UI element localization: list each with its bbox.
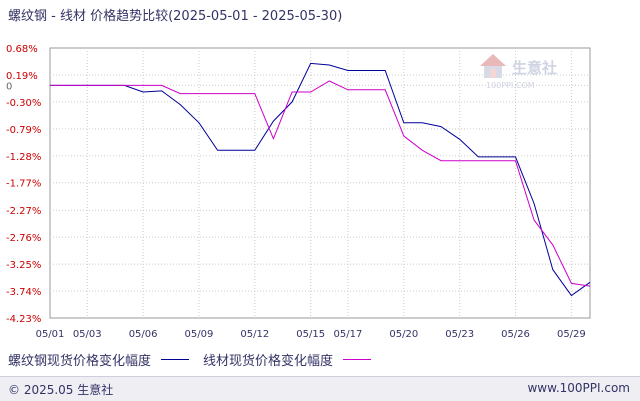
footer-site-link[interactable]: www.100PPI.com: [527, 381, 630, 395]
legend-swatch-wire: [343, 358, 372, 360]
y-tick-label: 0.68%: [6, 44, 38, 55]
y-tick-label: -4.23%: [6, 314, 41, 325]
legend: 螺纹钢现货价格变化幅度 线材现货价格变化幅度: [8, 349, 385, 369]
line-chart: 生意社 100PPI.COM 0.68% 0.19%0 -0.30% -0.79% -1…: [6, 44, 591, 340]
grid: [49, 47, 591, 319]
x-tick-label: 05/29: [557, 329, 586, 340]
series-lines: [50, 62, 591, 297]
y-tick-label: -0.30%: [6, 98, 41, 109]
watermark-brand: 生意社: [512, 59, 557, 77]
x-tick-label: 05/20: [389, 329, 418, 340]
legend-swatch-rebar: [161, 358, 190, 360]
y-tick-label: -1.28%: [6, 152, 41, 163]
legend-label-wire: 线材现货价格变化幅度: [203, 353, 334, 369]
footer-copyright: © 2025.05 生意社: [8, 383, 114, 397]
watermark-url: 100PPI.COM: [486, 81, 535, 90]
series-line-wire: [50, 80, 591, 287]
y-tick-label: -3.25%: [6, 260, 41, 271]
watermark-logo: 生意社 100PPI.COM: [480, 54, 557, 90]
x-tick-label: 05/26: [501, 329, 530, 340]
x-tick-label: 05/17: [334, 329, 363, 340]
y-tick-label: -1.77%: [6, 179, 41, 190]
x-tick-label: 05/01: [36, 329, 65, 340]
x-tick-label: 05/09: [185, 329, 214, 340]
y-tick-label: -2.27%: [6, 206, 41, 217]
x-tick-label: 05/23: [445, 329, 474, 340]
footer-bar: © 2025.05 生意社 www.100PPI.com: [0, 376, 640, 401]
x-tick-label: 05/06: [129, 329, 158, 340]
y-tick-label: -0.79%: [6, 125, 41, 136]
y-tick-label: -3.74%: [6, 287, 41, 298]
chart-title: 螺纹钢 - 线材 价格趋势比较(2025-05-01 - 2025-05-30): [8, 9, 343, 24]
y-tick-label: 0: [6, 81, 12, 92]
series-line-rebar: [50, 62, 591, 297]
x-tick-label: 05/12: [240, 329, 269, 340]
axes: 0.68% 0.19%0 -0.30% -0.79% -1.28% -1.77% -2.27…: [6, 44, 586, 340]
house-icon: [480, 54, 506, 78]
legend-label-rebar: 螺纹钢现货价格变化幅度: [8, 353, 152, 369]
y-tick-label: -2.76%: [6, 233, 41, 244]
y-tick-label: 0.19%: [6, 71, 38, 82]
x-tick-label: 05/03: [73, 329, 102, 340]
x-tick-label: 05/15: [296, 329, 325, 340]
